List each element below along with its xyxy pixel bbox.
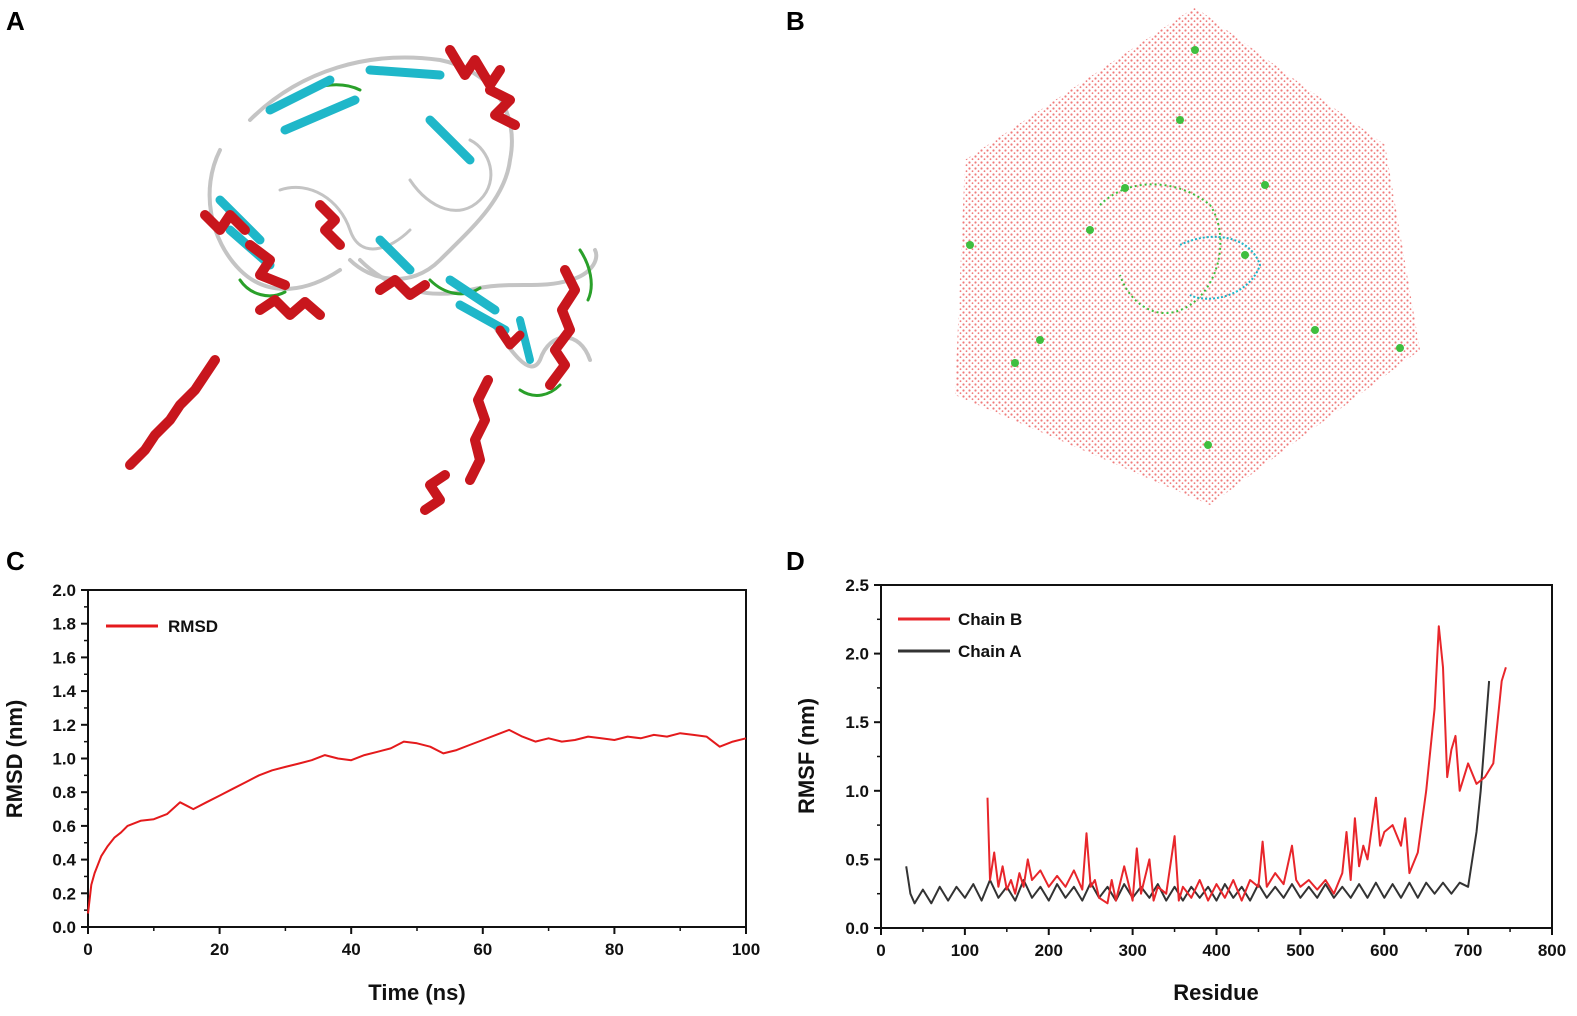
alpha-helix [445, 45, 505, 90]
rmsf-x-tick-label: 0 [876, 941, 885, 960]
rmsd-x-tick-label: 60 [473, 940, 492, 959]
alpha-helix [255, 295, 325, 320]
rmsd-x-tick-label: 80 [605, 940, 624, 959]
rmsf-series-chain-a-line [905, 680, 1491, 905]
alpha-helix [545, 265, 580, 390]
alpha-helix [465, 375, 493, 485]
rmsf-y-tick-label: 2.5 [845, 576, 869, 595]
ion-sphere [1204, 441, 1212, 449]
rmsf-x-tick-label: 800 [1538, 941, 1566, 960]
ion-sphere [966, 241, 974, 249]
beta-sheet [280, 95, 360, 135]
rmsd-y-tick-label: 1.0 [52, 750, 76, 769]
rmsd-y-tick-label: 1.6 [52, 648, 76, 667]
beta-sheet [265, 75, 335, 115]
rmsd-plot-frame [87, 589, 747, 928]
rmsf-x-tick-label: 600 [1370, 941, 1398, 960]
rmsf-y-tick-label: 0.5 [845, 850, 869, 869]
protein-structure-image [125, 45, 599, 515]
beta-sheet [375, 235, 415, 275]
water-box [955, 7, 1420, 505]
beta-sheet [516, 316, 534, 364]
ion-sphere [1241, 251, 1249, 259]
rmsd-y-axis-label: RMSD (nm) [2, 700, 27, 819]
rmsf-x-tick-label: 700 [1454, 941, 1482, 960]
rmsf-x-axis-label: Residue [1173, 980, 1259, 1005]
chain-b-legend-label: Chain B [958, 610, 1022, 629]
rmsf-x-tick-label: 100 [951, 941, 979, 960]
rmsf-x-tick-label: 400 [1202, 941, 1230, 960]
coil-loop [278, 185, 412, 251]
rmsd-x-tick-label: 100 [732, 940, 760, 959]
alpha-helix [495, 325, 525, 350]
turn-segment [518, 383, 562, 397]
rmsd-legend-label: RMSD [168, 617, 218, 636]
rmsf-y-tick-label: 1.5 [845, 713, 869, 732]
alpha-helix [245, 240, 290, 290]
ion-sphere [1176, 116, 1184, 124]
rmsd-y-tick-label: 1.8 [52, 615, 76, 634]
rmsf-y-axis-label: RMSF (nm) [794, 698, 819, 814]
alpha-helix [420, 470, 450, 515]
ion-sphere [1086, 226, 1094, 234]
panel-label-d: D [786, 546, 805, 576]
ion-sphere [1396, 344, 1404, 352]
rmsd-y-tick-label: 0.0 [52, 918, 76, 937]
protein-in-box [1099, 183, 1262, 315]
coil-loop [408, 138, 493, 212]
coil-loop [207, 148, 342, 291]
rmsd-chart: 0 20 40 60 80 100 0.0 0.2 0.4 0.6 0.8 1.0 1.2 1.4 1.6 1… [2, 581, 760, 1005]
turn-segment [428, 278, 482, 296]
rmsd-x-tick-label: 20 [210, 940, 229, 959]
coil-loop [248, 55, 514, 281]
rmsf-x-tick-label: 500 [1286, 941, 1314, 960]
panel-label-c: C [6, 546, 25, 576]
turn-segment [578, 248, 593, 302]
ion-sphere [1261, 181, 1269, 189]
beta-sheet [365, 65, 445, 80]
rmsd-x-axis-label: Time (ns) [368, 980, 465, 1005]
alpha-helix [375, 275, 430, 300]
beta-sheet [455, 300, 510, 335]
solvated-box-image [955, 7, 1420, 505]
alpha-helix [200, 210, 250, 235]
rmsd-y-tick-label: 1.2 [52, 716, 76, 735]
turn-segment [238, 278, 287, 298]
rmsf-y-tick-label: 0.0 [845, 919, 869, 938]
chain-a-legend-label: Chain A [958, 642, 1022, 661]
beta-sheet [425, 115, 475, 165]
rmsf-y-tick-label: 1.0 [845, 782, 869, 801]
beta-sheet [445, 275, 500, 315]
ion-sphere [1036, 336, 1044, 344]
rmsf-x-tick-label: 300 [1118, 941, 1146, 960]
panel-label-b: B [786, 6, 805, 36]
rmsd-x-tick-label: 0 [83, 940, 92, 959]
panel-label-a: A [6, 6, 25, 36]
ion-sphere [1011, 359, 1019, 367]
alpha-helix [485, 85, 520, 130]
ion-sphere [1311, 326, 1319, 334]
rmsd-y-tick-label: 0.4 [52, 851, 76, 870]
alpha-helix [315, 200, 345, 250]
rmsd-y-tick-label: 1.4 [52, 682, 76, 701]
rmsd-y-tick-label: 0.6 [52, 817, 76, 836]
rmsd-y-tick-label: 2.0 [52, 581, 76, 600]
rmsd-series-rmsd-line [87, 728, 747, 914]
rmsf-y-tick-label: 2.0 [845, 645, 869, 664]
rmsd-y-tick-label: 0.8 [52, 783, 76, 802]
rmsd-x-tick-label: 40 [342, 940, 361, 959]
ion-sphere [1191, 46, 1199, 54]
rmsf-chart: 0 100 200 300 400 500 600 700 800 0.0 0.5 1.0 1.5 2.0… [794, 576, 1566, 1005]
rmsf-series-chain-b-line [986, 625, 1507, 905]
rmsf-x-tick-label: 200 [1035, 941, 1063, 960]
alpha-helix [125, 355, 220, 470]
rmsd-y-tick-label: 0.2 [52, 884, 76, 903]
ion-sphere [1121, 184, 1129, 192]
